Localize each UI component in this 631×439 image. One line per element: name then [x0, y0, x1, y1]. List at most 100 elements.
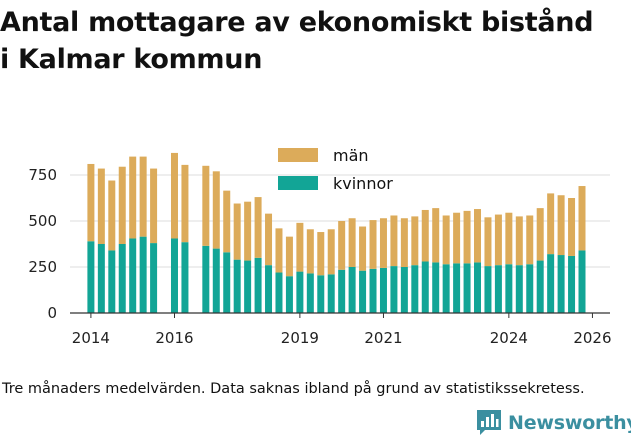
bar-kvinnor: [505, 264, 513, 313]
bar-man: [390, 215, 398, 267]
bar-kvinnor: [432, 262, 440, 313]
y-axis: 0 250 500 750: [28, 166, 57, 322]
bar-kvinnor: [474, 262, 482, 313]
bar-kvinnor: [108, 250, 116, 313]
bar-man: [275, 228, 283, 273]
bar-man: [568, 198, 576, 256]
x-tick-label: 2016: [155, 329, 193, 347]
bar-kvinnor: [568, 255, 576, 313]
bar-man: [526, 215, 534, 265]
bar-man: [536, 208, 544, 261]
bar-kvinnor: [390, 266, 398, 313]
legend-label: kvinnor: [333, 174, 393, 193]
bar-man: [118, 166, 126, 244]
bar-man: [411, 216, 419, 266]
bar-kvinnor: [421, 261, 429, 313]
chart-title-line-1: Antal mottagare av ekonomiskt bistånd: [0, 7, 594, 38]
bar-kvinnor: [442, 264, 450, 313]
bars: [87, 152, 586, 313]
bar-man: [369, 220, 377, 269]
bar-kvinnor: [212, 248, 220, 313]
bar-kvinnor: [578, 250, 586, 313]
bar-kvinnor: [348, 267, 356, 313]
bar-man: [379, 218, 387, 268]
y-tick-label: 500: [28, 212, 57, 230]
bar-man: [244, 201, 252, 261]
bar-man: [494, 214, 502, 266]
bar-kvinnor: [463, 263, 471, 313]
bar-man: [265, 213, 273, 266]
bar-man: [348, 218, 356, 267]
bar-kvinnor: [202, 245, 210, 313]
bar-man: [421, 209, 429, 262]
bar-kvinnor: [536, 260, 544, 313]
x-tick-label: 2024: [490, 329, 528, 347]
bar-man: [327, 229, 335, 275]
x-axis: 2014 2016 2019 2021 2024 2026: [70, 312, 612, 347]
chart-title-line-2: i Kalmar kommun: [0, 44, 263, 75]
bar-man: [484, 217, 492, 267]
bar-man: [453, 212, 461, 264]
bar-man: [129, 156, 137, 239]
newsworthy-logo-icon: [477, 410, 501, 435]
legend-label: män: [333, 146, 369, 165]
bar-man: [150, 168, 158, 244]
stacked-bar-chart: 0 250 500 750 2014 2016 2019 2021 2024 2026 män k…: [28, 146, 612, 347]
bar-kvinnor: [129, 238, 137, 313]
bar-kvinnor: [359, 270, 367, 313]
x-tick-label: 2026: [573, 329, 611, 347]
bar-kvinnor: [547, 254, 555, 313]
bar-kvinnor: [233, 259, 241, 313]
bar-man: [442, 215, 450, 265]
y-tick-label: 0: [47, 304, 57, 322]
footnote: Tre månaders medelvärden. Data saknas ib…: [2, 381, 585, 397]
bar-kvinnor: [400, 267, 408, 313]
bar-kvinnor: [118, 244, 126, 313]
chart-title: Antal mottagare av ekonomiskt bistånd i …: [0, 4, 631, 78]
bar-man: [139, 156, 147, 237]
bar-kvinnor: [379, 267, 387, 313]
y-tick-label: 750: [28, 166, 57, 184]
bar-kvinnor: [338, 269, 346, 313]
bar-kvinnor: [254, 257, 262, 313]
bar-kvinnor: [275, 272, 283, 313]
bar-man: [578, 186, 586, 251]
bar-kvinnor: [97, 244, 105, 313]
brand-name: Newsworthy: [508, 412, 631, 434]
bar-kvinnor: [306, 273, 314, 313]
bar-kvinnor: [265, 265, 273, 313]
bar-man: [170, 152, 178, 239]
x-tick-label: 2021: [364, 329, 402, 347]
bar-kvinnor: [244, 260, 252, 313]
bar-kvinnor: [484, 266, 492, 313]
bar-man: [317, 232, 325, 276]
bar-man: [463, 210, 471, 264]
bar-man: [202, 165, 210, 246]
bar-man: [223, 190, 231, 253]
x-tick-label: 2019: [281, 329, 319, 347]
bar-man: [296, 222, 304, 272]
bar-man: [474, 209, 482, 263]
newsworthy-brand[interactable]: Newsworthy: [476, 408, 631, 438]
bar-kvinnor: [494, 265, 502, 313]
bar-kvinnor: [526, 264, 534, 313]
bar-man: [359, 226, 367, 271]
x-tick-label: 2014: [72, 329, 110, 347]
legend: män kvinnor: [278, 146, 393, 193]
bar-man: [97, 168, 105, 244]
bar-kvinnor: [139, 236, 147, 313]
bar-kvinnor: [369, 268, 377, 313]
bar-kvinnor: [181, 242, 189, 313]
bar-man: [108, 180, 116, 251]
bar-kvinnor: [453, 263, 461, 313]
bar-man: [557, 195, 565, 256]
bar-man: [515, 216, 523, 266]
bar-kvinnor: [170, 238, 178, 313]
bar-man: [181, 164, 189, 243]
legend-swatch: [278, 176, 318, 190]
bar-man: [233, 203, 241, 260]
bar-man: [547, 193, 555, 255]
bar-kvinnor: [411, 265, 419, 313]
bar-man: [306, 229, 314, 274]
bar-man: [87, 163, 95, 242]
